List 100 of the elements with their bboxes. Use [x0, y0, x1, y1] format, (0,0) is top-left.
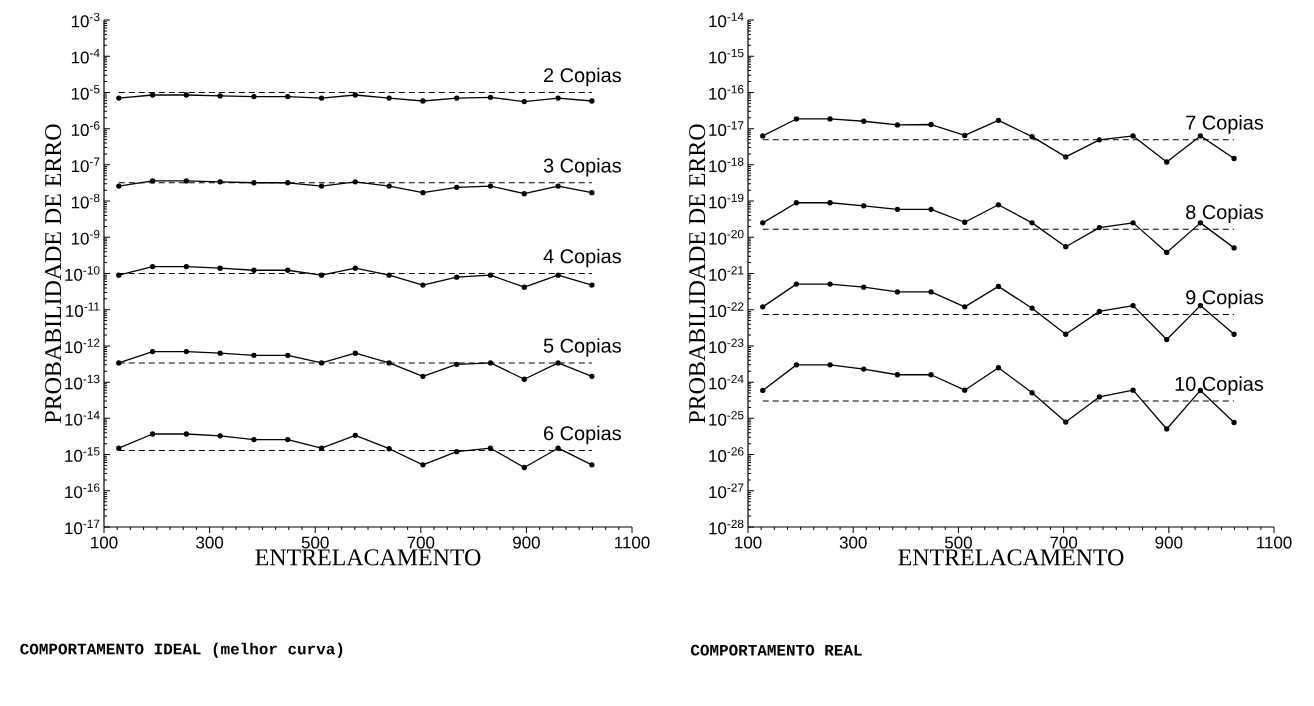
point — [217, 350, 223, 356]
point — [928, 206, 934, 213]
point — [793, 116, 800, 122]
x-tick-label: 300 — [839, 536, 867, 549]
series-label: 2 Copias — [544, 67, 621, 87]
y-tick-label: 10$^{-13}$ — [65, 374, 100, 390]
point — [1096, 224, 1103, 231]
y-tick-label: 10$^{-18}$ — [709, 157, 744, 173]
x-tick-label: 500 — [301, 536, 329, 549]
y-tick-label: 10$^{-17}$ — [709, 121, 744, 136]
x-tick-label: 700 — [1050, 536, 1078, 549]
point — [827, 200, 833, 206]
point — [352, 432, 358, 438]
point — [454, 274, 460, 280]
point — [928, 372, 934, 378]
point — [285, 180, 291, 186]
series-label: 8 Copias — [1186, 204, 1264, 224]
y-tick-label: 10$^{-19}$ — [709, 193, 744, 209]
x-tick-label: 900 — [513, 536, 540, 549]
point — [149, 92, 156, 98]
point — [861, 284, 867, 290]
point — [318, 183, 325, 189]
point — [589, 462, 595, 468]
point — [995, 117, 1002, 123]
point — [1063, 419, 1069, 425]
point — [285, 267, 291, 273]
point — [116, 95, 122, 101]
y-tick-label: 10$^{-4}$ — [71, 48, 100, 64]
point — [352, 179, 358, 185]
point — [285, 93, 291, 100]
point — [116, 183, 122, 189]
point — [1096, 394, 1103, 400]
point — [454, 361, 460, 367]
y-tick-label: 10$^{-28}$ — [709, 519, 744, 535]
series-label: 6 Copias — [544, 425, 621, 445]
point — [1029, 134, 1035, 140]
point — [555, 360, 561, 366]
point — [521, 98, 527, 105]
point — [217, 93, 223, 99]
point — [487, 94, 494, 101]
point — [995, 283, 1002, 290]
point — [928, 289, 934, 295]
point — [217, 265, 223, 271]
point — [827, 281, 833, 287]
point — [352, 350, 358, 356]
point — [1029, 305, 1035, 311]
point — [251, 352, 257, 358]
point — [1063, 244, 1069, 250]
point — [962, 132, 968, 139]
point — [183, 92, 190, 98]
point — [420, 98, 426, 104]
x-axis-title: ENTRELACAMENTO — [898, 549, 1124, 566]
point — [1231, 245, 1237, 251]
point — [1197, 133, 1204, 139]
point — [352, 92, 358, 98]
point — [555, 445, 561, 451]
y-tick-label: 10$^{-15}$ — [709, 48, 744, 64]
point — [386, 446, 392, 452]
point — [760, 304, 766, 310]
point — [1029, 390, 1035, 396]
x-tick-label: 700 — [407, 536, 435, 549]
y-tick-label: 10$^{-10}$ — [65, 266, 100, 281]
point — [251, 180, 257, 186]
point — [183, 348, 190, 355]
series-label: 5 Copias — [543, 338, 621, 357]
point — [251, 436, 257, 443]
point — [487, 445, 494, 451]
point — [487, 183, 494, 189]
point — [217, 433, 223, 439]
x-tick-label: 1100 — [615, 536, 650, 549]
point — [487, 360, 494, 366]
point — [760, 387, 766, 394]
point — [1231, 419, 1237, 426]
y-tick-label: 10$^{-27}$ — [709, 483, 744, 499]
series-label: 10 Copias — [1175, 376, 1264, 395]
x-tick-label: 1100 — [1257, 536, 1292, 549]
y-tick-label: 10$^{-9}$ — [71, 229, 100, 245]
y-tick-label: 10$^{-14}$ — [709, 12, 744, 28]
point — [793, 200, 800, 206]
y-tick-label: 10$^{-16}$ — [65, 483, 100, 499]
point — [555, 272, 561, 278]
text: COMPORTAMENTO REAL — [690, 644, 862, 656]
y-tick-label: 10$^{-15}$ — [65, 447, 100, 462]
point — [420, 190, 426, 196]
y-tick-label: 10$^{-23}$ — [709, 338, 744, 354]
point — [1063, 331, 1069, 337]
point — [589, 373, 595, 379]
point — [1029, 220, 1035, 226]
point — [285, 436, 291, 443]
point — [1096, 137, 1103, 143]
point — [760, 220, 766, 226]
point — [928, 121, 934, 128]
point — [827, 362, 833, 368]
point — [251, 267, 257, 273]
y-tick-label: 10$^{-17}$ — [65, 519, 100, 535]
y-tick-label: 10$^{-7}$ — [71, 157, 100, 173]
x-axis-title: ENTRELACAMENTO — [255, 549, 481, 566]
point — [386, 360, 392, 366]
point — [793, 281, 800, 287]
point — [420, 373, 426, 379]
